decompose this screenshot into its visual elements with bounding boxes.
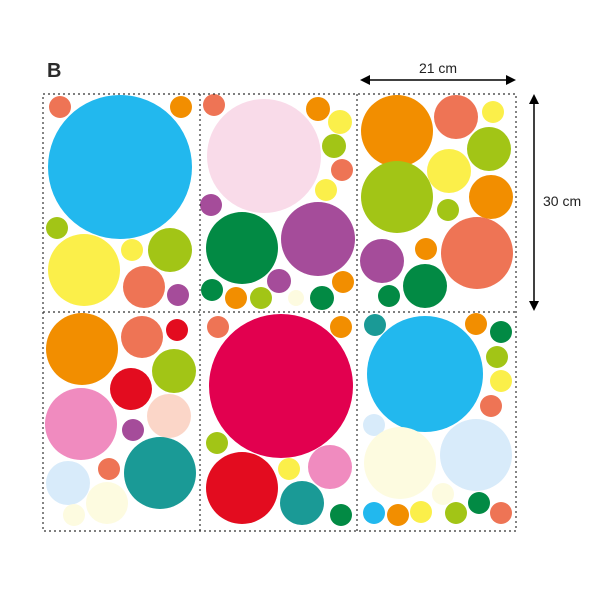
polka-dot-coral	[207, 316, 229, 338]
width-arrow-left-head	[360, 75, 370, 85]
polka-dot-orange	[332, 271, 354, 293]
polka-dot-red	[110, 368, 152, 410]
polka-dot-purple	[200, 194, 222, 216]
height-dimension-label: 30 cm	[543, 193, 582, 209]
polka-dot-orange	[469, 175, 513, 219]
polka-dot-yellow	[278, 458, 300, 480]
polka-dot-lime	[148, 228, 192, 272]
polka-dot-green	[378, 285, 400, 307]
polka-dot-purple	[267, 269, 291, 293]
polka-dot-green	[206, 212, 278, 284]
polka-dot-peach	[147, 394, 191, 438]
polka-dot-yellow	[328, 110, 352, 134]
polka-dot-yellow	[48, 234, 120, 306]
polka-dot-orange	[361, 95, 433, 167]
polka-dot-cream	[364, 427, 436, 499]
polka-dot-lime	[445, 502, 467, 524]
polka-dot-orange	[46, 313, 118, 385]
polka-dot-lime	[46, 217, 68, 239]
polka-dot-green	[490, 321, 512, 343]
panel-label: B	[47, 60, 62, 82]
polka-dot-pale-blue	[440, 419, 512, 491]
width-arrow-right-head	[506, 75, 516, 85]
polka-dot-purple	[122, 419, 144, 441]
polka-dot-sky-blue	[48, 95, 192, 239]
polka-dot-orange	[330, 316, 352, 338]
polka-dot-coral	[331, 159, 353, 181]
polka-dot-orange	[387, 504, 409, 526]
polka-dot-cream	[63, 504, 85, 526]
polka-dot-coral	[203, 94, 225, 116]
polka-dot-cream	[86, 482, 128, 524]
polka-dot-green	[330, 504, 352, 526]
polka-dot-coral	[121, 316, 163, 358]
polka-dot-lime	[361, 161, 433, 233]
polka-dot-yellow	[490, 370, 512, 392]
height-arrow-top-head	[529, 94, 539, 104]
polka-dot-coral	[98, 458, 120, 480]
polka-dot-purple	[360, 239, 404, 283]
polka-dot-coral	[441, 217, 513, 289]
polka-dot-lime	[467, 127, 511, 171]
polka-dot-green	[201, 279, 223, 301]
polka-dot-teal	[364, 314, 386, 336]
polka-dot-teal	[124, 437, 196, 509]
polka-dot-lime	[152, 349, 196, 393]
polka-dot-red	[166, 319, 188, 341]
polka-dot-yellow	[482, 101, 504, 123]
polka-dot-magenta	[209, 314, 353, 458]
polka-dot-lime	[322, 134, 346, 158]
polka-dot-yellow	[315, 179, 337, 201]
polka-dot-yellow	[121, 239, 143, 261]
width-dimension-label: 21 cm	[418, 60, 458, 76]
polka-dot-yellow	[427, 149, 471, 193]
polka-dot-sky-blue	[363, 502, 385, 524]
polka-dot-orange	[465, 313, 487, 335]
polka-dot-lime	[437, 199, 459, 221]
polka-dot-coral	[434, 95, 478, 139]
polka-dot-coral	[480, 395, 502, 417]
polka-dot-purple	[281, 202, 355, 276]
polka-dot-lime	[486, 346, 508, 368]
polka-dot-pink	[308, 445, 352, 489]
polka-dot-cream	[432, 483, 454, 505]
height-arrow-bottom-head	[529, 301, 539, 311]
polka-dot-green	[403, 264, 447, 308]
polka-dot-orange	[170, 96, 192, 118]
polka-dot-lime	[206, 432, 228, 454]
polka-dot-orange	[415, 238, 437, 260]
polka-dot-orange	[225, 287, 247, 309]
polka-dot-sky-blue	[367, 316, 483, 432]
polka-dot-pink	[45, 388, 117, 460]
polka-dot-orange	[306, 97, 330, 121]
polka-dot-coral	[490, 502, 512, 524]
polka-dot-pale-blue	[46, 461, 90, 505]
polka-dot-teal	[280, 481, 324, 525]
polka-dot-coral	[123, 266, 165, 308]
polka-dot-purple	[167, 284, 189, 306]
polka-dot-red	[206, 452, 278, 524]
polka-dot-coral	[49, 96, 71, 118]
polka-dot-green	[310, 286, 334, 310]
polka-dot-cream	[288, 290, 304, 306]
polka-dot-pale-blue	[363, 414, 385, 436]
polka-dot-green	[468, 492, 490, 514]
polka-dot-pink-light	[207, 99, 321, 213]
polka-dot-lime	[250, 287, 272, 309]
polka-dot-yellow	[410, 501, 432, 523]
